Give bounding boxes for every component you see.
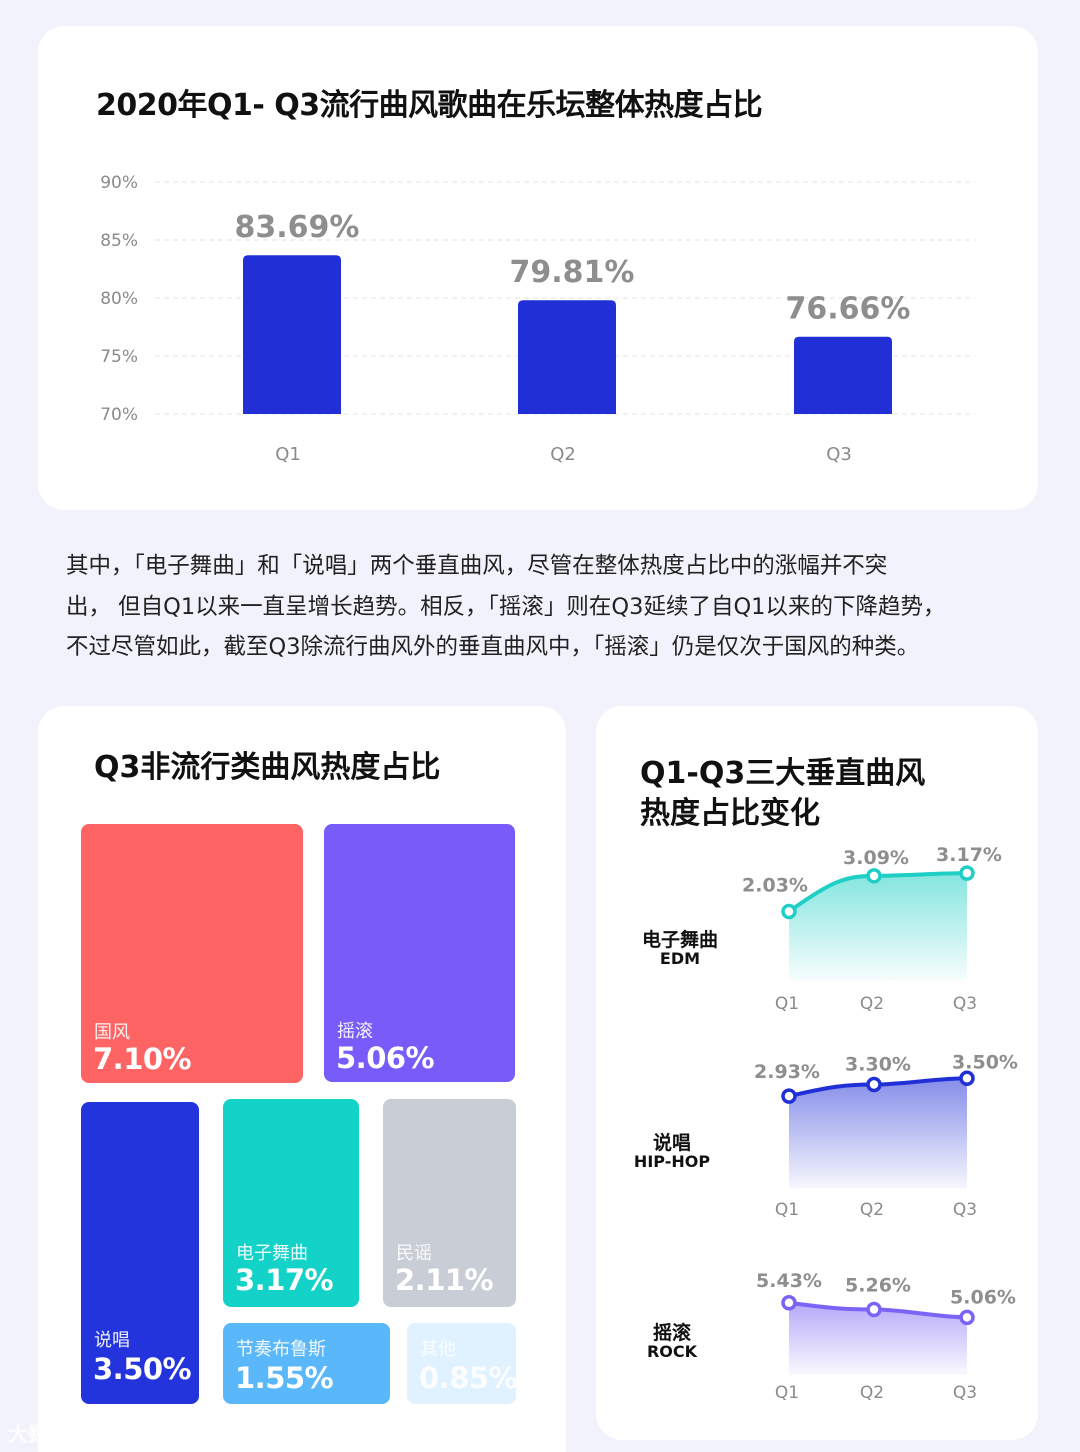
- hiphop-x-tick-label: Q2: [860, 1200, 884, 1220]
- treemap-tile-label: 其他: [420, 1339, 456, 1360]
- rock-label-cn: 摇滚: [652, 1322, 691, 1344]
- treemap-tile-value: 3.50%: [93, 1352, 192, 1386]
- rock-area: [789, 1302, 967, 1375]
- hiphop-label-cn: 说唱: [652, 1132, 691, 1154]
- hiphop-value-label: 2.93%: [754, 1061, 820, 1083]
- y-tick-label: 70%: [100, 405, 138, 425]
- treemap-tile-value: 0.85%: [419, 1361, 518, 1395]
- edm-x-tick-label: Q1: [775, 994, 799, 1014]
- hiphop-value-label: 3.50%: [952, 1051, 1018, 1073]
- hiphop-x-tick-label: Q1: [775, 1200, 799, 1220]
- edm-area: [789, 873, 967, 980]
- treemap-tile-label: 节奏布鲁斯: [236, 1339, 326, 1360]
- treemap-tile: 其他 0.85%: [407, 1323, 518, 1404]
- edm-point: [959, 865, 975, 881]
- x-tick-label: Q3: [826, 444, 852, 465]
- description-paragraph: 其中，「电子舞曲」和「说唱」两个垂直曲风，尽管在整体热度占比中的涨幅并不突 出，…: [66, 546, 1018, 668]
- rock-point: [781, 1295, 797, 1311]
- rock-x-tick-label: Q3: [953, 1383, 977, 1403]
- treemap-tile-value: 1.55%: [235, 1361, 334, 1395]
- bar: [243, 255, 341, 414]
- rock-value-label: 5.06%: [950, 1286, 1016, 1308]
- treemap-tile-label: 民谣: [396, 1243, 432, 1264]
- top-card: [38, 26, 1038, 510]
- edm-point: [866, 868, 882, 884]
- paragraph-line: 不过尽管如此，截至Q3除流行曲风外的垂直曲风中，「摇滚」仍是仅次于国风的种类。: [66, 634, 920, 660]
- top-chart-title: 2020年Q1- Q3流行曲风歌曲在乐坛整体热度占比: [96, 88, 763, 123]
- rock-x-tick-label: Q1: [775, 1383, 799, 1403]
- x-tick-label: Q2: [550, 444, 576, 465]
- bar-value-label: 83.69%: [235, 210, 360, 245]
- rock-point: [959, 1309, 975, 1326]
- y-tick-label: 90%: [100, 173, 138, 193]
- edm-x-tick-label: Q3: [953, 994, 977, 1014]
- rock-point: [866, 1301, 882, 1318]
- treemap-tile: 国风 7.10%: [81, 824, 303, 1083]
- paragraph-line: 出， 但自Q1以来一直呈增长趋势。相反，「摇滚」则在Q3延续了自Q1以来的下降趋…: [66, 593, 946, 620]
- bar-value-label: 79.81%: [510, 255, 635, 290]
- y-tick-label: 75%: [100, 347, 138, 367]
- rock-label-en: ROCK: [646, 1342, 698, 1361]
- treemap-tile: 电子舞曲 3.17%: [223, 1099, 359, 1307]
- watermark: 大数跨境: [8, 1422, 88, 1446]
- y-tick-label: 80%: [100, 289, 138, 309]
- edm-label-cn: 电子舞曲: [641, 929, 718, 951]
- treemap-tile-value: 5.06%: [336, 1041, 435, 1075]
- hiphop-point: [866, 1076, 882, 1093]
- rock-x-tick-label: Q2: [860, 1383, 884, 1403]
- treemap-tile: 说唱 3.50%: [81, 1102, 199, 1404]
- bar: [794, 336, 892, 414]
- treemap-tile: 节奏布鲁斯 1.55%: [223, 1323, 390, 1404]
- treemap-tile: 摇滚 5.06%: [324, 824, 515, 1082]
- hiphop-point: [959, 1070, 975, 1087]
- rock-value-label: 5.26%: [845, 1274, 911, 1296]
- hiphop-area: [789, 1078, 967, 1188]
- treemap-tile-value: 2.11%: [395, 1263, 494, 1297]
- bar: [518, 300, 616, 414]
- treemap-tile-label: 说唱: [94, 1330, 130, 1351]
- bar-chart: 70% 75% 80% 85% 90% 83.69% Q1 79.81% Q2 76.66% Q3: [100, 173, 975, 465]
- edm-value-label: 3.17%: [936, 844, 1002, 866]
- x-tick-label: Q1: [275, 444, 301, 465]
- treemap-tile-value: 7.10%: [93, 1042, 192, 1076]
- treemap-tile-label: 国风: [94, 1022, 130, 1043]
- edm-value-label: 2.03%: [742, 875, 808, 897]
- treemap-title: Q3非流行类曲风热度占比: [94, 750, 441, 785]
- linecharts-title-line-1: Q1-Q3三大垂直曲风: [640, 756, 926, 791]
- hiphop-value-label: 3.30%: [845, 1054, 911, 1076]
- hiphop-label-en: HIP-HOP: [633, 1152, 711, 1171]
- edm-x-tick-label: Q2: [860, 994, 884, 1014]
- linecharts-title-line-2: 热度占比变化: [640, 796, 820, 831]
- treemap-tile-label: 电子舞曲: [236, 1243, 308, 1264]
- treemap-tile-value: 3.17%: [235, 1263, 334, 1297]
- y-tick-label: 85%: [100, 231, 138, 251]
- paragraph-line: 其中，「电子舞曲」和「说唱」两个垂直曲风，尽管在整体热度占比中的涨幅并不突: [66, 553, 888, 579]
- edm-value-label: 3.09%: [843, 847, 909, 869]
- hiphop-x-tick-label: Q3: [953, 1200, 977, 1220]
- treemap-tile: 民谣 2.11%: [383, 1099, 516, 1307]
- edm-label-en: EDM: [659, 949, 701, 968]
- bar-value-label: 76.66%: [786, 292, 911, 327]
- hiphop-point: [781, 1088, 797, 1104]
- edm-point: [781, 903, 797, 920]
- treemap-tile-label: 摇滚: [337, 1021, 373, 1042]
- rock-value-label: 5.43%: [756, 1270, 822, 1292]
